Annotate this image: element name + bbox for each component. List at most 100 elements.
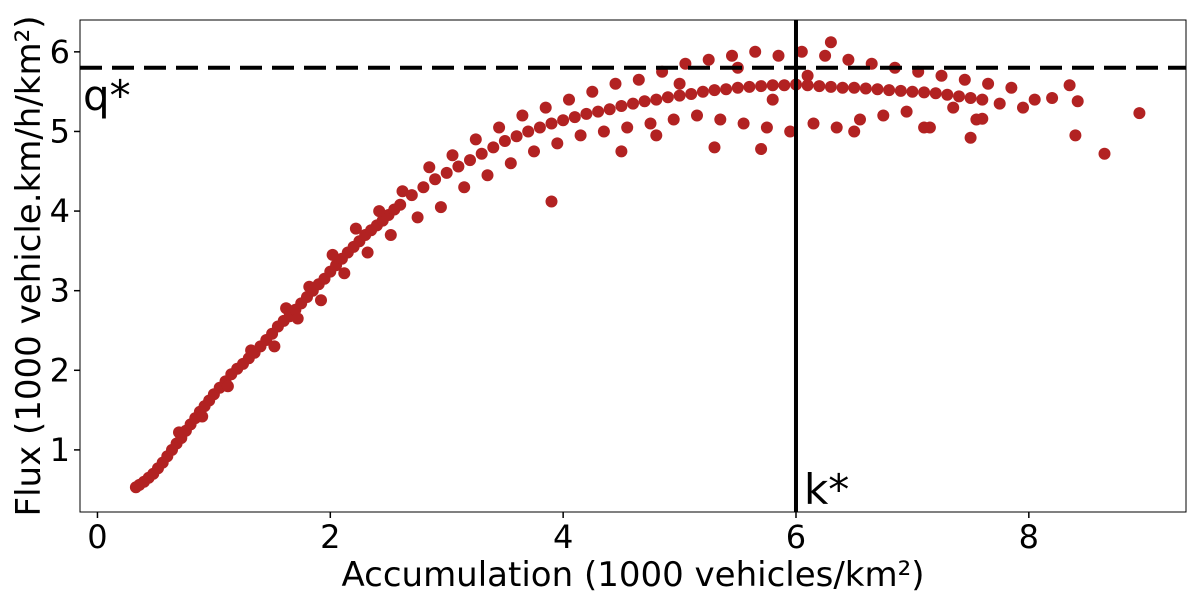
data-point: [516, 109, 529, 122]
data-point: [976, 112, 989, 125]
data-point: [731, 81, 744, 94]
data-point: [580, 107, 593, 120]
data-point: [1098, 147, 1111, 160]
q-star-label: q*: [83, 71, 131, 120]
data-point: [493, 121, 506, 134]
data-point: [836, 81, 849, 94]
data-point: [475, 147, 488, 160]
data-point: [807, 117, 820, 130]
data-point: [627, 97, 639, 110]
data-point: [958, 73, 971, 86]
x-tick-label: 6: [786, 518, 806, 556]
data-point: [644, 117, 657, 130]
data-point: [349, 222, 362, 235]
data-point: [784, 125, 797, 138]
data-point: [280, 302, 293, 315]
data-point: [650, 93, 663, 106]
data-point: [396, 185, 409, 198]
data-point: [691, 109, 703, 122]
data-point: [487, 141, 500, 154]
data-point: [291, 312, 304, 325]
y-tick-label: 6: [50, 33, 70, 71]
y-tick-label: 5: [50, 112, 70, 150]
data-point: [464, 154, 476, 167]
data-point: [1063, 79, 1076, 92]
data-point: [423, 161, 436, 174]
data-point: [446, 149, 459, 162]
data-point: [221, 380, 234, 393]
data-point: [429, 173, 442, 186]
data-point: [533, 121, 546, 134]
data-point: [708, 84, 721, 97]
data-point: [405, 189, 418, 202]
data-point: [586, 85, 599, 98]
data-point: [842, 53, 855, 66]
data-point: [918, 121, 931, 134]
data-point: [568, 111, 581, 124]
data-point: [609, 77, 622, 90]
y-tick-label: 3: [50, 272, 70, 310]
data-point: [982, 77, 995, 90]
data-point: [661, 91, 674, 104]
data-point: [667, 113, 680, 126]
data-point: [801, 69, 814, 82]
data-point: [749, 45, 762, 58]
data-point: [883, 84, 896, 97]
data-point: [772, 49, 785, 62]
data-point: [696, 85, 709, 98]
data-point: [615, 100, 628, 112]
data-point: [373, 205, 386, 218]
data-point: [440, 166, 453, 179]
data-point: [268, 340, 281, 353]
data-point: [632, 73, 645, 86]
data-point: [563, 93, 575, 106]
data-point: [935, 69, 948, 82]
data-points: [129, 36, 1146, 494]
data-point: [326, 248, 339, 261]
data-point: [801, 79, 814, 92]
data-point: [848, 125, 861, 138]
k-star-label: k*: [804, 465, 849, 514]
data-point: [813, 80, 826, 93]
data-point: [673, 89, 686, 102]
data-point: [824, 80, 837, 93]
data-point: [964, 92, 977, 104]
data-point: [303, 280, 316, 293]
data-point: [1046, 92, 1059, 104]
x-tick-label: 0: [87, 518, 107, 556]
data-point: [1005, 81, 1018, 94]
data-point: [650, 129, 663, 142]
data-point: [638, 95, 651, 108]
data-point: [714, 113, 727, 126]
data-point: [384, 229, 397, 241]
x-tick-label: 2: [320, 518, 340, 556]
data-point: [760, 121, 773, 134]
data-point: [848, 81, 861, 94]
data-point: [859, 82, 872, 95]
data-point: [481, 169, 494, 182]
data-point: [434, 201, 447, 214]
data-point: [603, 103, 616, 116]
data-point: [877, 109, 890, 122]
data-point: [551, 137, 564, 150]
data-point: [929, 87, 942, 100]
data-point: [528, 145, 540, 158]
data-point: [173, 426, 185, 439]
data-point: [824, 36, 837, 49]
data-point: [361, 246, 374, 259]
data-point: [708, 141, 721, 154]
plot-area: [79, 19, 1187, 513]
data-point: [964, 131, 977, 144]
data-point: [766, 93, 779, 106]
y-tick-label: 4: [50, 192, 70, 230]
data-point: [906, 85, 919, 98]
data-point: [545, 117, 558, 130]
data-point: [592, 105, 605, 118]
data-point: [522, 125, 535, 138]
data-point: [976, 93, 989, 106]
data-point: [469, 133, 482, 146]
data-point: [941, 88, 954, 101]
data-point: [755, 80, 768, 93]
data-point: [702, 53, 715, 66]
